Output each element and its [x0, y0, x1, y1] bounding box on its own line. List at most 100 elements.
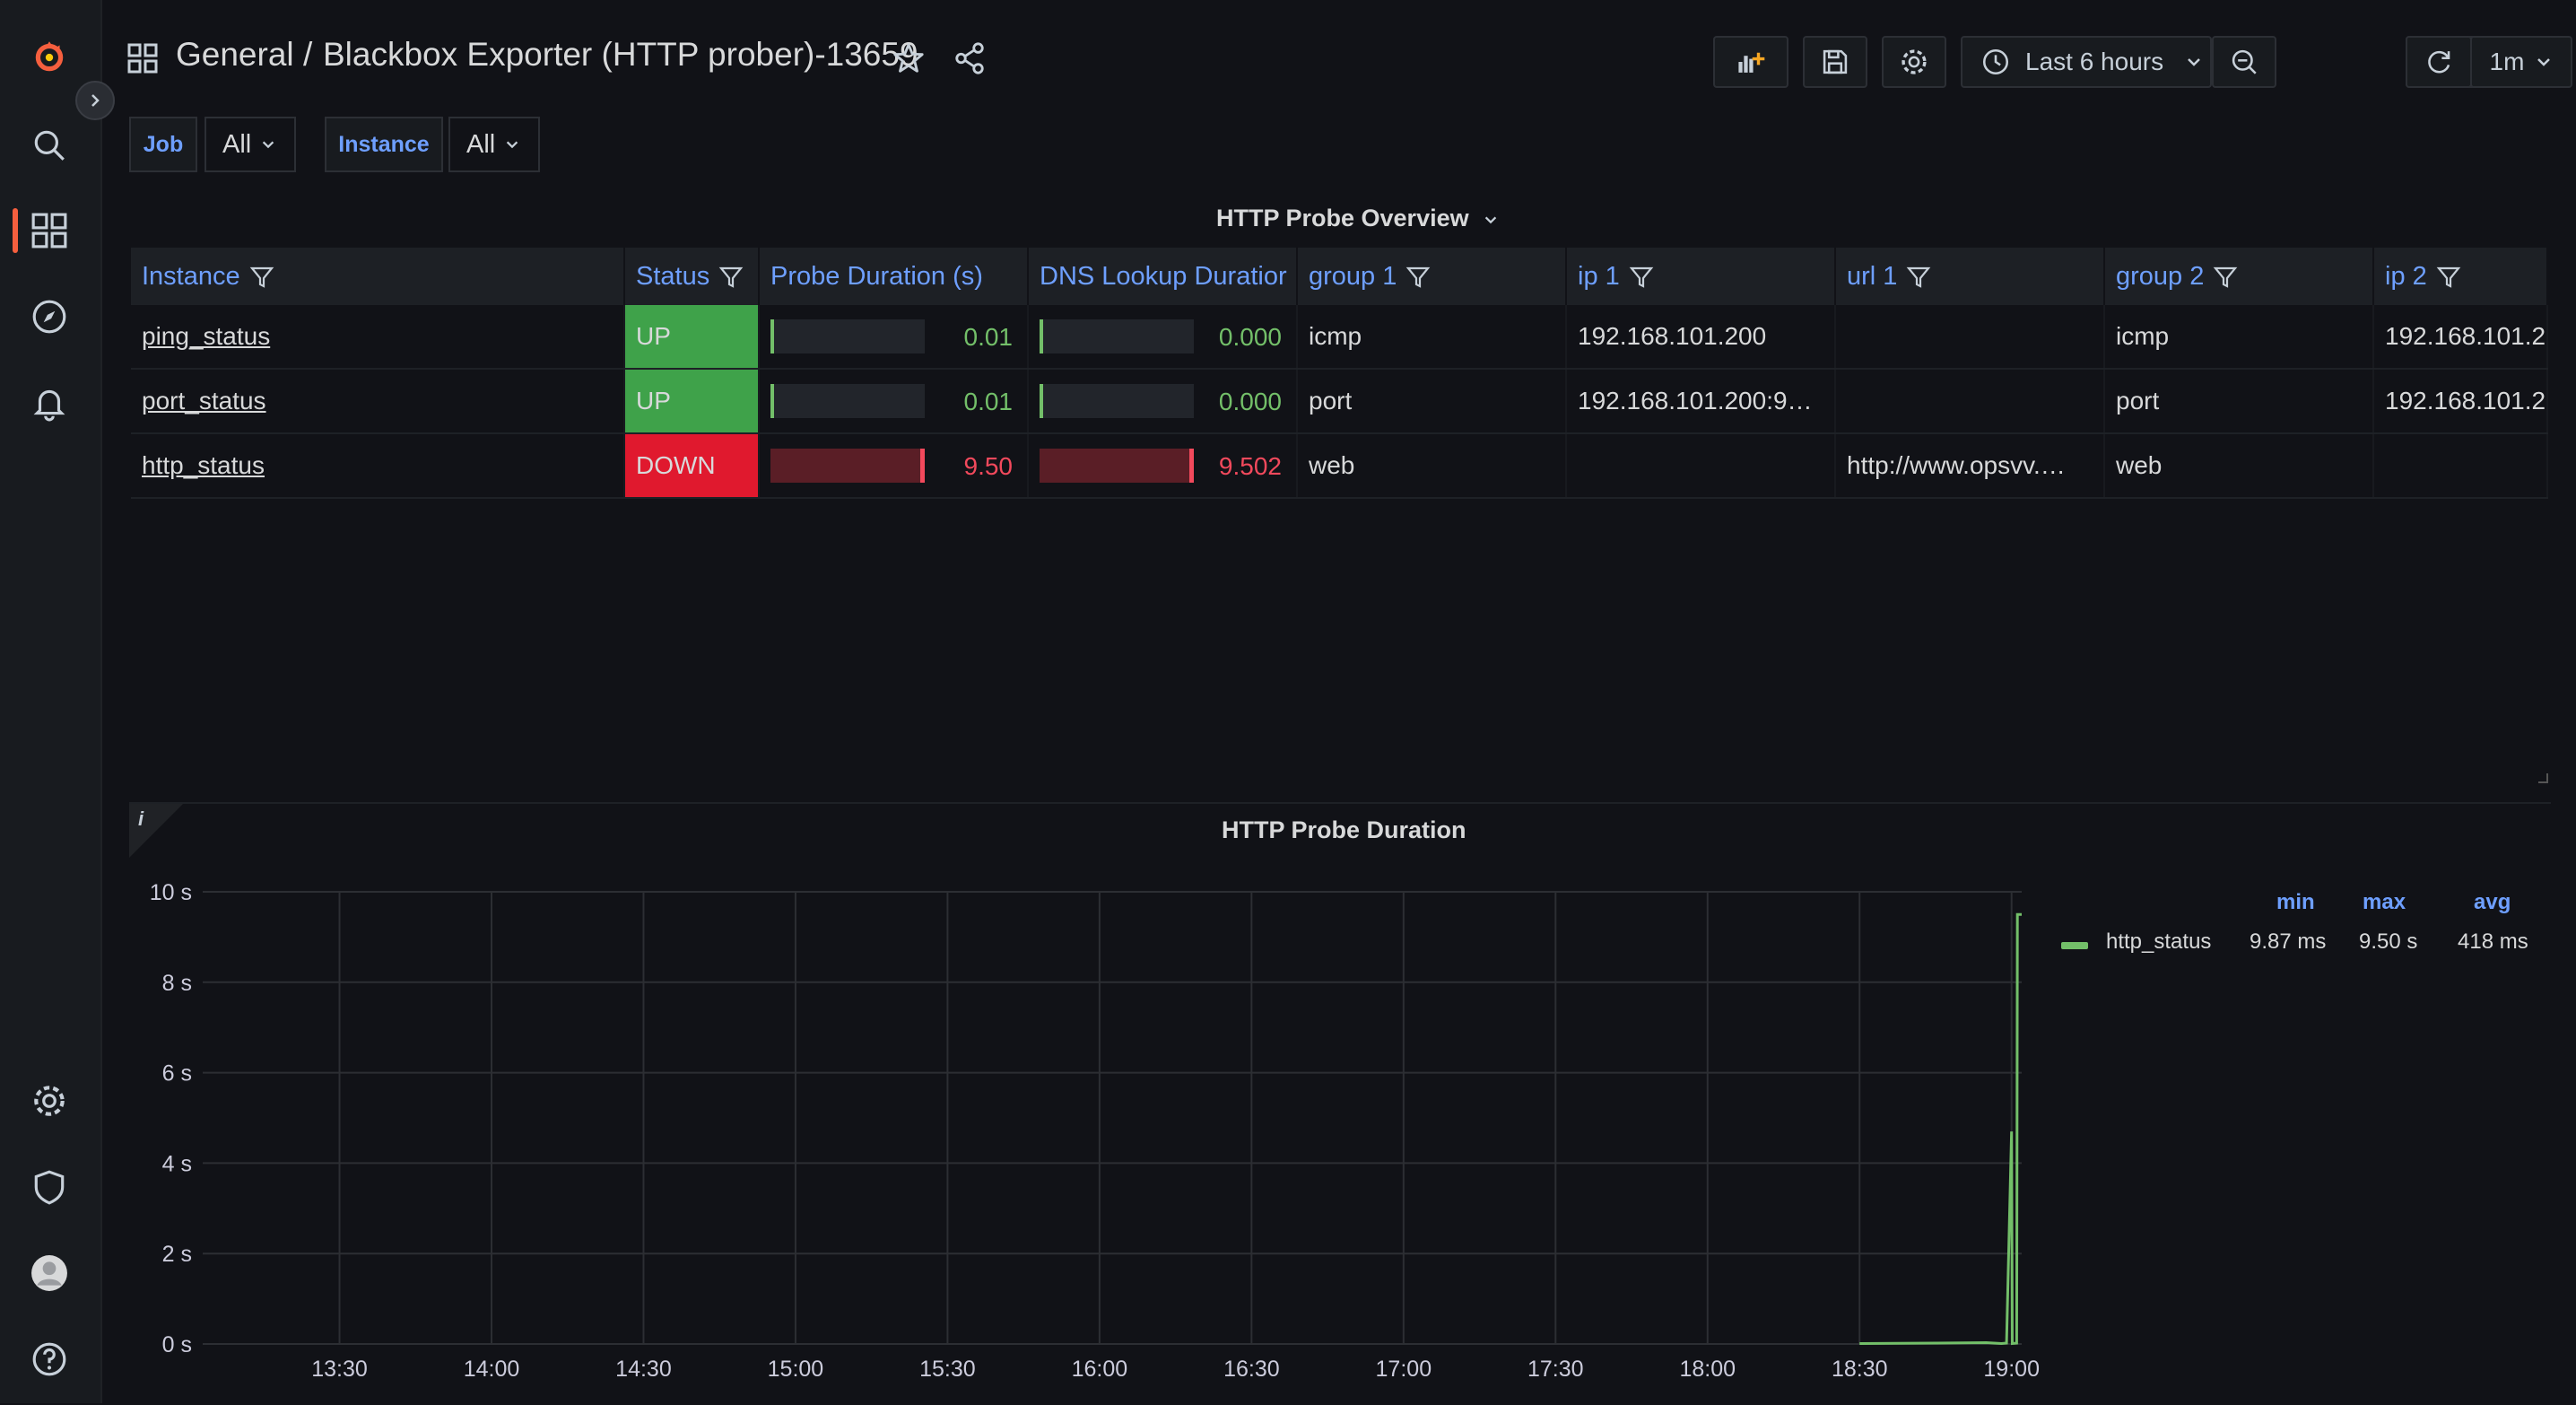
legend-series-name[interactable]: http_status [2106, 929, 2212, 954]
save-dashboard-button[interactable] [1803, 36, 1867, 88]
column-header-group2[interactable]: group 2 [2104, 248, 2374, 305]
y-tick-label: 6 s [162, 1061, 192, 1086]
variable-value-instance: All [466, 129, 496, 159]
variable-select-instance[interactable]: All [448, 117, 540, 172]
chevron-down-icon [263, 141, 274, 149]
series-line-http_status [1859, 912, 2022, 1346]
info-icon[interactable]: i [138, 807, 144, 830]
y-tick-label: 0 s [162, 1332, 192, 1357]
dashboards-icon[interactable] [25, 206, 74, 255]
add-panel-button[interactable] [1713, 36, 1788, 88]
chevron-down-icon [1484, 216, 1497, 224]
time-range-label: Last 6 hours [2025, 48, 2164, 75]
y-tick-label: 4 s [162, 1151, 192, 1176]
table-row: ping_status UP 0.01 0.000 icmp 192.168.1… [131, 305, 2548, 370]
filter-icon[interactable] [718, 265, 744, 290]
gauge-value: 0.000 [1218, 323, 1282, 351]
chevron-down-icon [2188, 58, 2200, 66]
cell-ip1: 192.168.101.200:9… [1566, 369, 1836, 434]
instance-link[interactable]: http_status [142, 451, 265, 479]
cell-dns-lookup: 0.000 [1028, 305, 1298, 370]
dashboard-title[interactable]: Blackbox Exporter (HTTP prober)-13659 [323, 36, 918, 73]
clock-icon [1982, 48, 2009, 75]
explore-compass-icon[interactable] [25, 292, 74, 341]
column-header-dns-lookup[interactable]: DNS Lookup Duratior [1028, 248, 1298, 305]
column-header-group1[interactable]: group 1 [1297, 248, 1567, 305]
x-tick-label: 15:30 [919, 1357, 976, 1382]
add-panel-icon [1738, 52, 1765, 73]
table-header-row: Instance Status Probe Duration (s) DNS L… [131, 248, 2548, 305]
column-header-ip1[interactable]: ip 1 [1566, 248, 1836, 305]
refresh-interval-picker[interactable]: 1m [2470, 36, 2572, 88]
search-icon[interactable] [25, 121, 74, 170]
star-icon[interactable] [892, 41, 926, 75]
cell-url1: http://www.opsvv.… [1835, 433, 2105, 499]
gauge-track [770, 449, 925, 483]
chevron-down-icon [507, 141, 518, 149]
cell-instance[interactable]: ping_status [131, 305, 625, 370]
gauge-track [770, 384, 925, 418]
filter-icon[interactable] [2436, 265, 2461, 290]
alerting-bell-icon[interactable] [25, 379, 74, 427]
help-icon[interactable] [25, 1335, 74, 1383]
graph-panel-title[interactable]: HTTP Probe Duration [1222, 816, 1466, 843]
instance-link[interactable]: port_status [142, 387, 266, 415]
cell-group2: icmp [2104, 305, 2374, 370]
admin-shield-icon[interactable] [25, 1163, 74, 1211]
time-range-picker[interactable]: Last 6 hours [1961, 36, 2212, 88]
cell-instance[interactable]: port_status [131, 369, 625, 434]
column-header-status[interactable]: Status [624, 248, 760, 305]
breadcrumb-folder[interactable]: General [176, 36, 294, 73]
gauge-track [1040, 449, 1194, 483]
gauge-value: 0.01 [963, 388, 1014, 415]
panel-info-corner[interactable] [129, 804, 183, 858]
filter-icon[interactable] [1629, 265, 1654, 290]
refresh-interval-label: 1m [2489, 48, 2525, 75]
configuration-gear-icon[interactable] [25, 1077, 74, 1125]
column-header-label: Instance [142, 261, 240, 291]
filter-icon[interactable] [1405, 265, 1431, 290]
cell-group1: icmp [1297, 305, 1567, 370]
legend-header-min[interactable]: min [2276, 890, 2315, 914]
expand-menu-button[interactable] [75, 81, 115, 120]
user-avatar-icon[interactable] [25, 1249, 74, 1297]
zoom-out-button[interactable] [2212, 36, 2276, 88]
cell-ip2 [2373, 433, 2548, 499]
legend-header-max[interactable]: max [2363, 890, 2406, 914]
variable-select-job[interactable]: All [205, 117, 296, 172]
variable-label-instance: Instance [325, 117, 443, 172]
refresh-button[interactable] [2406, 36, 2472, 88]
gauge-fill [1040, 319, 1043, 353]
share-icon[interactable] [953, 41, 987, 75]
panel-resize-handle-icon[interactable] [2535, 770, 2549, 784]
cell-url1 [1835, 369, 2105, 434]
column-header-probe-duration[interactable]: Probe Duration (s) [759, 248, 1029, 305]
cell-probe-duration: 9.50 [759, 433, 1029, 499]
column-header-instance[interactable]: Instance [131, 248, 625, 305]
breadcrumb-separator: / [303, 36, 313, 73]
legend-header-avg[interactable]: avg [2474, 890, 2511, 914]
cell-instance[interactable]: http_status [131, 433, 625, 499]
cell-url1 [1835, 305, 2105, 370]
chevron-right-icon [91, 94, 100, 107]
instance-link[interactable]: ping_status [142, 322, 271, 350]
gauge-value: 0.000 [1218, 388, 1282, 415]
filter-icon[interactable] [249, 265, 274, 290]
legend-min-value: 9.87 ms [2250, 929, 2327, 954]
variable-value-job: All [222, 129, 252, 159]
grafana-logo-icon[interactable] [25, 32, 74, 81]
filter-icon[interactable] [1906, 265, 1931, 290]
column-header-ip2[interactable]: ip 2 [2373, 248, 2548, 305]
x-tick-label: 14:30 [615, 1357, 672, 1382]
cell-ip1: 192.168.101.200 [1566, 305, 1836, 370]
dashboard-settings-button[interactable] [1882, 36, 1946, 88]
gauge-fill [1040, 384, 1043, 418]
column-header-label: ip 1 [1578, 261, 1620, 291]
x-tick-label: 16:30 [1223, 1357, 1280, 1382]
table-panel-title[interactable]: HTTP Probe Overview [1216, 205, 1499, 232]
filter-icon[interactable] [2213, 265, 2238, 290]
column-header-label: group 1 [1309, 261, 1397, 291]
legend-series-swatch[interactable] [2061, 942, 2088, 949]
side-nav [0, 0, 102, 1403]
column-header-url1[interactable]: url 1 [1835, 248, 2105, 305]
